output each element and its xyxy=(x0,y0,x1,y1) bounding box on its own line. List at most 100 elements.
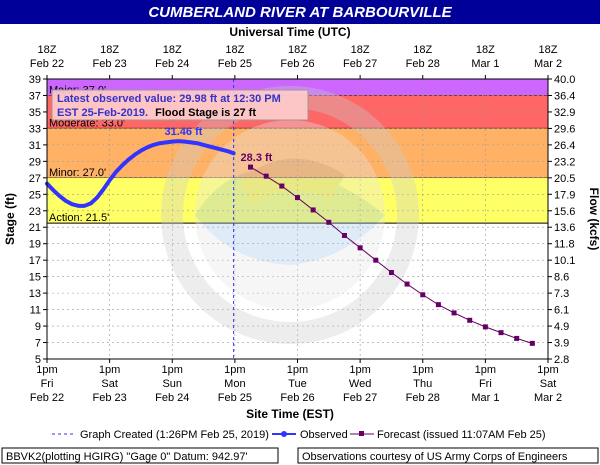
forecast-point xyxy=(263,173,269,179)
latest-observed-line1: Latest observed value: 29.98 ft at 12:30… xyxy=(57,93,281,105)
left-tick-label: 19 xyxy=(29,239,41,251)
flood-label-action: Action: 21.5' xyxy=(49,212,109,224)
top-tick-hour: 18Z xyxy=(38,44,57,56)
bottom-tick-time: 1pm xyxy=(537,364,558,376)
footer-datum: BBVK2(plotting HGIRG) "Gage 0" Datum: 94… xyxy=(6,451,248,463)
bottom-tick-day: Fri xyxy=(479,378,492,390)
forecast-point xyxy=(357,245,363,251)
bottom-tick-day: Sat xyxy=(101,378,118,390)
bottom-tick-date: Mar 1 xyxy=(471,392,499,404)
left-tick-label: 17 xyxy=(29,255,41,267)
forecast-point xyxy=(248,164,254,170)
bottom-tick-time: 1pm xyxy=(475,364,496,376)
bottom-tick-day: Sun xyxy=(162,378,182,390)
bottom-tick-date: Feb 24 xyxy=(155,392,189,404)
left-tick-label: 39 xyxy=(29,74,41,86)
forecast-point xyxy=(326,219,332,225)
top-tick-hour: 18Z xyxy=(163,44,182,56)
bottom-tick-day: Tue xyxy=(288,378,307,390)
left-tick-label: 37 xyxy=(29,90,41,102)
top-tick-hour: 18Z xyxy=(413,44,432,56)
left-tick-label: 23 xyxy=(29,206,41,218)
left-tick-label: 35 xyxy=(29,107,41,119)
bottom-tick-time: 1pm xyxy=(287,364,308,376)
top-tick-date: Feb 28 xyxy=(406,58,440,70)
left-tick-label: 11 xyxy=(30,305,41,317)
top-tick-hour: 18Z xyxy=(476,44,495,56)
bottom-tick-time: 1pm xyxy=(36,364,57,376)
right-tick-label: 3.9 xyxy=(554,338,569,350)
title-bar xyxy=(0,0,600,24)
bottom-tick-day: Wed xyxy=(349,378,371,390)
right-tick-label: 10.1 xyxy=(554,255,575,267)
bottom-axis-title: Site Time (EST) xyxy=(246,407,334,421)
chart-title: CUMBERLAND RIVER AT BARBOURVILLE xyxy=(148,4,452,21)
top-tick-date: Mar 2 xyxy=(534,58,562,70)
latest-observed-date: EST 25-Feb-2019. xyxy=(57,107,148,119)
top-tick-hour: 18Z xyxy=(539,44,558,56)
legend-observed: Observed xyxy=(300,429,348,441)
top-tick-hour: 18Z xyxy=(225,44,244,56)
left-tick-label: 33 xyxy=(29,123,41,135)
bottom-tick-date: Mar 2 xyxy=(534,392,562,404)
bottom-tick-time: 1pm xyxy=(224,364,245,376)
right-tick-label: 11.8 xyxy=(554,239,575,251)
forecast-point xyxy=(404,281,410,287)
right-tick-label: 26.4 xyxy=(554,140,575,152)
left-tick-label: 31 xyxy=(29,140,41,152)
top-tick-date: Feb 22 xyxy=(30,58,64,70)
left-tick-label: 27 xyxy=(29,173,41,185)
forecast-point xyxy=(482,324,488,330)
forecast-point xyxy=(451,310,457,316)
left-tick-label: 25 xyxy=(29,189,41,201)
left-tick-label: 5 xyxy=(35,354,41,366)
left-tick-label: 15 xyxy=(29,272,41,284)
left-tick-label: 21 xyxy=(29,222,41,234)
forecast-point xyxy=(420,292,426,298)
forecast-point xyxy=(514,335,520,341)
bottom-tick-date: Feb 27 xyxy=(343,392,377,404)
footer-credit: Observations courtesy of US Army Corps o… xyxy=(302,451,568,463)
bottom-tick-date: Feb 28 xyxy=(406,392,440,404)
bottom-tick-date: Feb 22 xyxy=(30,392,64,404)
right-axis-title: Flow (kcfs) xyxy=(587,188,600,251)
right-tick-label: 2.8 xyxy=(554,354,569,366)
right-tick-label: 13.6 xyxy=(554,222,575,234)
forecast-point xyxy=(373,257,379,263)
legend-graph-created: Graph Created (1:26PM Feb 25, 2019) xyxy=(80,429,269,441)
right-tick-label: 29.6 xyxy=(554,123,575,135)
bottom-tick-time: 1pm xyxy=(99,364,120,376)
bottom-tick-day: Mon xyxy=(224,378,245,390)
left-tick-label: 13 xyxy=(29,288,41,300)
right-tick-label: 7.3 xyxy=(554,288,569,300)
forecast-point xyxy=(279,183,285,189)
forecast-point xyxy=(310,207,316,213)
left-tick-label: 9 xyxy=(35,321,41,333)
top-tick-hour: 18Z xyxy=(100,44,119,56)
top-tick-date: Feb 24 xyxy=(155,58,189,70)
right-tick-label: 6.1 xyxy=(554,305,569,317)
forecast-point xyxy=(341,232,347,238)
peak-value-label: 31.46 ft xyxy=(165,126,203,138)
bottom-tick-day: Sat xyxy=(540,378,557,390)
forecast-start-label: 28.3 ft xyxy=(241,152,273,164)
left-axis-title: Stage (ft) xyxy=(3,193,17,245)
right-tick-label: 8.6 xyxy=(554,272,569,284)
bottom-tick-day: Fri xyxy=(41,378,54,390)
observed-series-line xyxy=(45,139,236,208)
top-tick-date: Feb 26 xyxy=(280,58,314,70)
legend: Graph Created (1:26PM Feb 25, 2019) Obse… xyxy=(52,429,546,441)
left-tick-label: 29 xyxy=(29,156,41,168)
top-tick-hour: 18Z xyxy=(351,44,370,56)
top-tick-date: Feb 23 xyxy=(93,58,127,70)
bottom-tick-time: 1pm xyxy=(412,364,433,376)
forecast-point xyxy=(435,302,441,308)
bottom-tick-time: 1pm xyxy=(162,364,183,376)
left-tick-label: 7 xyxy=(35,338,41,350)
forecast-point xyxy=(498,330,504,336)
svg-text:EST 25-Feb-2019. Flood S: EST 25-Feb-2019. Flood Stage is 27 ft xyxy=(57,107,256,119)
bottom-tick-date: Feb 23 xyxy=(93,392,127,404)
top-tick-date: Feb 25 xyxy=(218,58,252,70)
top-tick-date: Feb 27 xyxy=(343,58,377,70)
